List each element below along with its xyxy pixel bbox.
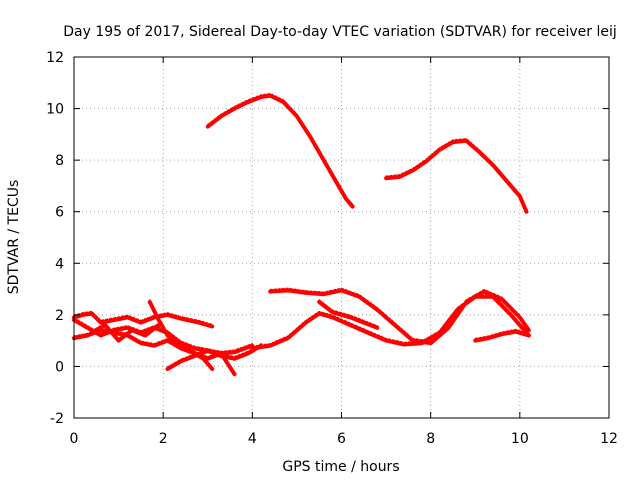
series-noise-arc-2 (385, 138, 528, 211)
x-tick-label: 6 (337, 431, 346, 447)
series-noise-arc-6 (318, 299, 378, 327)
chart-title: Day 195 of 2017, Sidereal Day-to-day VTE… (63, 24, 617, 40)
series-line-arc-6 (317, 300, 380, 330)
series-line-arc-7 (72, 311, 215, 329)
series-line-arc-2 (384, 138, 529, 214)
series-line-arc-8 (72, 328, 237, 377)
y-tick-label: 0 (55, 359, 64, 375)
x-tick-label: 12 (600, 431, 618, 447)
y-tick-label: 8 (55, 153, 64, 169)
series-noise-arc-10 (149, 299, 213, 368)
y-tick-label: 6 (55, 205, 64, 221)
series-noise-arc-12 (91, 322, 160, 340)
series-line-arc-4 (250, 294, 531, 351)
series-noise-arc-4 (251, 294, 530, 348)
x-tick-label: 0 (70, 431, 79, 447)
series-layer (72, 92, 531, 377)
axis-ticks: 0 2 4 6 8 10 12 -2 0 2 4 6 8 10 12 (46, 50, 618, 447)
x-tick-label: 4 (248, 431, 257, 447)
series-line-arc-11 (165, 343, 264, 371)
grid-lines (74, 57, 609, 418)
y-axis-label: SDTVAR / TECUs (6, 180, 22, 295)
x-tick-label: 10 (511, 431, 529, 447)
y-tick-label: 2 (55, 308, 64, 324)
y-tick-label: 10 (46, 102, 64, 118)
series-noise-arc-1 (207, 92, 354, 206)
series-line-arc-5 (473, 329, 531, 343)
series-noise-arc-11 (166, 343, 263, 368)
y-tick-label: 12 (46, 50, 64, 66)
x-tick-label: 2 (159, 431, 168, 447)
series-line-arc-10 (147, 300, 215, 371)
series-line-arc-12 (89, 323, 161, 343)
series-noise-arc-3 (269, 287, 530, 342)
x-tick-label: 8 (426, 431, 435, 447)
y-tick-label: 4 (55, 256, 64, 272)
x-axis-label: GPS time / hours (282, 459, 399, 475)
series-noise-arc-9 (73, 317, 254, 353)
series-noise-arc-7 (73, 310, 213, 326)
series-line-arc-1 (205, 93, 355, 209)
series-noise-arc-5 (474, 328, 530, 340)
y-tick-label: -2 (50, 411, 64, 427)
